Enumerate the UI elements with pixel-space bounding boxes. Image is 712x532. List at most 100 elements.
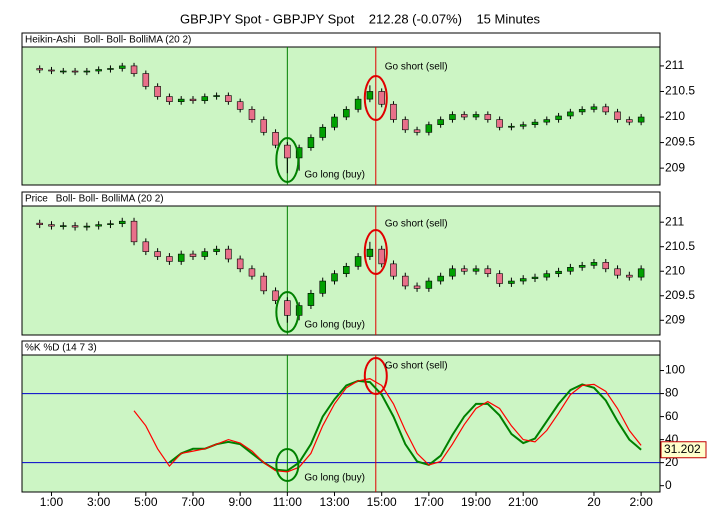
candle-body: [225, 95, 232, 102]
candle-body: [71, 225, 79, 228]
candle-body: [519, 124, 527, 127]
current-value-box: [660, 441, 707, 459]
candle-body: [166, 256, 173, 262]
overlay-label: Boll- Boll- BolliMA (20 2): [56, 194, 164, 205]
x-tick-label: 1:00: [40, 495, 64, 509]
stochastic-line: [133, 377, 642, 473]
candle-body: [48, 69, 55, 72]
candle-body: [213, 95, 220, 97]
long-annotation: Go long (buy): [304, 473, 365, 484]
panel-label: Heikin-Ashi: [25, 35, 76, 46]
candle-body: [425, 124, 433, 133]
stochastic-line: [168, 379, 642, 472]
candle-body: [130, 220, 138, 243]
x-tick-label: 17:00: [414, 495, 444, 509]
candle-body: [36, 68, 43, 71]
y-tick-label: 210: [665, 109, 685, 123]
candle-body: [83, 70, 91, 73]
candle-body: [413, 285, 421, 289]
x-tick-label: 9:00: [228, 495, 252, 509]
candle-body: [519, 278, 527, 282]
candle-body: [225, 248, 232, 260]
y-tick-label: 80: [665, 386, 679, 400]
candle-body: [236, 101, 244, 110]
long-signal-ring: [275, 137, 300, 183]
candle-body: [425, 280, 433, 289]
candle-body: [118, 65, 126, 69]
candle-body: [437, 119, 444, 125]
candle-body: [272, 132, 279, 146]
candle-body: [402, 119, 409, 131]
candle-body: [543, 273, 551, 278]
candle-body: [590, 106, 598, 110]
y-tick-label: 60: [665, 409, 679, 423]
x-tick-label: 11:00: [273, 495, 302, 509]
y-tick-label: 209.5: [665, 135, 695, 149]
candle-body: [154, 251, 161, 257]
candle-body: [567, 267, 574, 272]
candle-body: [555, 270, 562, 274]
plot-area: [21, 46, 661, 186]
candle-body: [578, 265, 586, 268]
long-signal-ring: [275, 448, 300, 482]
candle-body: [166, 96, 173, 102]
candle-body: [48, 224, 55, 227]
overlay-label: Boll- Boll- BolliMA (20 2): [84, 35, 192, 46]
candle-body: [508, 280, 515, 284]
x-tick-label: 21:00: [508, 495, 538, 509]
short-signal-ring: [363, 357, 388, 395]
y-tick-label: 210: [665, 263, 685, 277]
candle-body: [201, 251, 209, 257]
y-tick-label: 209.5: [665, 288, 695, 302]
candle-body: [307, 293, 315, 306]
candle-body: [602, 262, 610, 270]
candle-body: [378, 91, 385, 105]
y-tick-label: 100: [665, 363, 685, 377]
y-tick-label: 20: [665, 455, 679, 469]
candle-body: [390, 103, 397, 120]
candle-body: [177, 98, 185, 102]
short-annotation: Go short (sell): [385, 219, 448, 230]
panel-label: %K %D (14 7 3): [25, 343, 97, 354]
candle-body: [319, 126, 326, 138]
long-signal-ring: [275, 291, 300, 333]
candle-body: [484, 268, 492, 274]
y-tick-label: 0: [665, 478, 672, 492]
candle-body: [590, 262, 598, 266]
candle-body: [236, 258, 244, 270]
candle-body: [508, 125, 515, 128]
y-tick-label: 209: [665, 312, 685, 326]
candle-body: [118, 220, 126, 224]
candle-body: [614, 268, 621, 276]
candle-body: [472, 268, 480, 272]
candle-body: [460, 114, 468, 118]
candle-body: [343, 109, 350, 118]
candle-body: [177, 253, 185, 262]
short-signal-ring: [363, 75, 388, 121]
y-tick-label: 211: [665, 58, 684, 72]
candle-body: [107, 68, 114, 70]
candle-body: [189, 98, 197, 101]
candle-body: [130, 65, 138, 74]
candle-body: [319, 280, 326, 294]
candle-body: [354, 98, 362, 110]
candle-body: [413, 129, 421, 133]
candle-body: [142, 73, 150, 87]
candle-body: [107, 223, 114, 225]
candle-body: [449, 268, 456, 277]
candle-body: [83, 225, 91, 228]
candle-body: [449, 114, 456, 120]
short-signal-ring: [363, 229, 388, 275]
candle-body: [602, 106, 610, 113]
candle-body: [496, 273, 503, 284]
candle-body: [142, 241, 150, 252]
plot-area: [21, 354, 661, 493]
plot-area: [21, 205, 661, 336]
candle-body: [154, 86, 161, 97]
current-value-label: 31.202: [664, 442, 701, 456]
candle-body: [284, 300, 291, 316]
candle-body: [402, 275, 409, 287]
candle-body: [95, 69, 102, 72]
y-tick-label: 209: [665, 160, 685, 174]
candle-body: [626, 119, 633, 123]
